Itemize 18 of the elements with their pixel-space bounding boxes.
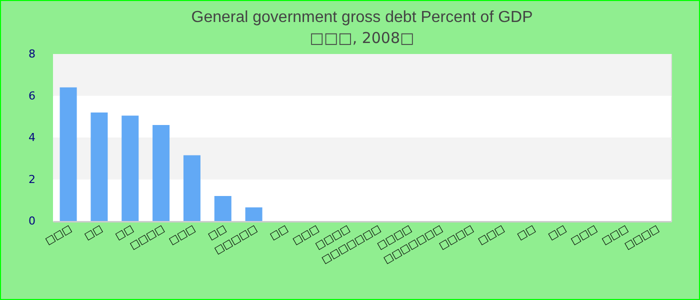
y-tick-label: 4 xyxy=(28,131,36,144)
x-tick-label: □□ xyxy=(516,224,538,242)
x-tick-label: □□ xyxy=(268,224,290,242)
bar xyxy=(183,155,200,221)
chart-title: General government gross debt Percent of GDP xyxy=(191,9,533,26)
x-tick-label: □□ xyxy=(82,224,105,242)
y-tick-label: 2 xyxy=(28,172,36,186)
y-tick-label: 6 xyxy=(28,89,36,102)
bar xyxy=(60,87,77,221)
bar xyxy=(90,112,108,221)
y-tick-label: 0 xyxy=(28,214,36,228)
bar xyxy=(214,196,232,221)
x-tick-label: □□ xyxy=(546,224,568,242)
chart-subtitle: □□□, 2008□ xyxy=(310,29,414,47)
bar xyxy=(152,124,170,221)
bar xyxy=(245,207,262,221)
y-tick-label: 8 xyxy=(28,48,36,60)
bar xyxy=(122,116,139,221)
